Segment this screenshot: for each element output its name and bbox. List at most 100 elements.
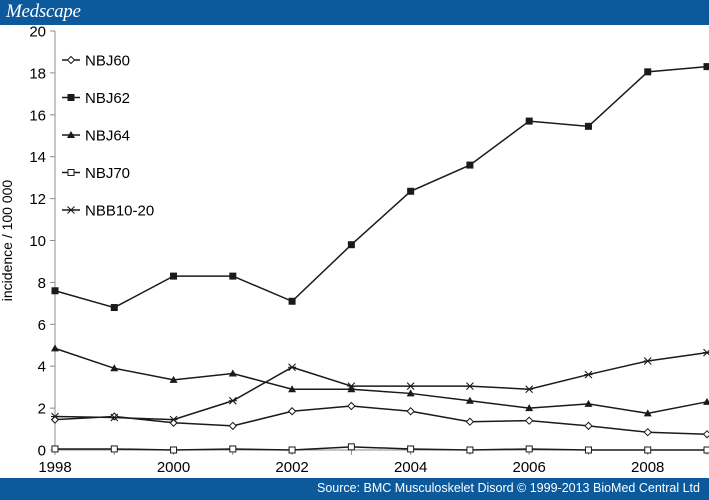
data-point-nbb10-20 [703, 348, 709, 357]
x-tick-label: 2008 [631, 459, 664, 476]
line-chart: 0 2 4 6 8 10 12 14 16 18 20 1998 2000 2002 2004 2006 200… [0, 25, 709, 476]
data-point-nbj64 [525, 404, 534, 412]
y-tick-label: 16 [29, 107, 46, 124]
series-line-nbj62 [54, 65, 708, 309]
data-point-nbb10-20 [51, 412, 59, 421]
footer-bar: Source: BMC Musculoskelet Disord © 1999-… [0, 478, 709, 500]
y-tick-label: 20 [29, 25, 46, 41]
data-point-nbj60 [584, 421, 593, 431]
series-line-nbj64 [54, 347, 708, 415]
data-point-nbj70 [347, 443, 355, 451]
legend-item-nbj64: NBJ64 [62, 128, 130, 145]
data-point-nbj62 [51, 287, 59, 295]
data-point-nbj60 [228, 421, 238, 431]
data-point-nbj62 [347, 241, 355, 249]
data-point-nbj70 [407, 445, 415, 453]
legend-item-nbb10-20: NBB10-20 [62, 203, 154, 220]
series-line-nbj70 [55, 446, 707, 451]
data-point-nbj64 [51, 344, 59, 352]
data-point-nbj70 [584, 446, 592, 454]
data-point-nbj70 [703, 446, 709, 454]
data-point-nbj64 [465, 396, 474, 404]
data-point-nbj70 [170, 446, 178, 454]
legend-marker [67, 206, 75, 214]
y-tick-label: 2 [38, 401, 46, 418]
y-tick-label: 4 [38, 359, 46, 376]
legend-marker [66, 55, 76, 65]
data-point-nbj62 [170, 272, 178, 280]
y-tick-label: 8 [38, 275, 46, 292]
y-tick-label: 0 [38, 443, 46, 460]
data-point-nbj60 [524, 416, 534, 425]
data-point-nbj60 [287, 407, 297, 416]
data-point-nbj62 [466, 161, 474, 169]
y-tick-label: 10 [29, 233, 46, 250]
legend-item-nbj62: NBJ62 [62, 90, 130, 107]
data-point-nbj62 [703, 63, 709, 71]
data-point-nbj60 [643, 427, 652, 437]
series-line-nbb10-20 [54, 351, 708, 421]
data-point-nbj70 [288, 446, 296, 454]
data-point-nbj64 [288, 385, 297, 393]
legend-label: NBJ70 [85, 165, 130, 182]
data-point-nbj70 [644, 446, 652, 454]
y-tick-label: 12 [29, 191, 46, 208]
data-point-nbj64 [347, 385, 356, 393]
data-point-nbj62 [288, 297, 296, 305]
source-credit: Source: BMC Musculoskelet Disord © 1999-… [316, 481, 700, 495]
data-point-nbj62 [110, 304, 118, 312]
y-tick-label: 14 [29, 149, 46, 166]
data-point-nbj70 [466, 446, 474, 454]
data-point-nbj60 [465, 417, 475, 426]
medscape-logo: Medscape [6, 1, 81, 22]
legend-marker [67, 94, 75, 101]
x-tick-label: 2004 [394, 459, 427, 476]
data-point-nbj62 [525, 117, 533, 125]
data-point-nbj64 [643, 409, 652, 417]
header-bar: Medscape [0, 0, 709, 25]
data-point-nbb10-20 [169, 415, 178, 424]
data-point-nbj60 [406, 407, 415, 416]
legend: NBJ60 NBJ62 NBJ64 NBJ70 NBB10-20 [62, 53, 154, 220]
y-tick-label: 6 [38, 317, 46, 334]
series-nbj70 [51, 443, 709, 454]
series-line-nbj60 [54, 405, 708, 436]
x-tick-label: 1998 [38, 459, 71, 476]
data-point-nbj60 [347, 401, 356, 411]
data-point-nbj70 [51, 445, 59, 453]
data-point-nbj64 [406, 389, 415, 397]
data-point-nbb10-20 [406, 382, 415, 390]
x-tick-label: 2000 [157, 459, 190, 476]
legend-item-nbj70: NBJ70 [62, 165, 130, 182]
x-tick-label: 2006 [512, 459, 545, 476]
legend-label: NBJ64 [85, 128, 130, 145]
data-point-nbj70 [110, 445, 118, 453]
y-tick-label: 18 [29, 65, 46, 82]
series-nbb10-20 [51, 348, 709, 424]
data-point-nbj64 [228, 369, 237, 377]
series-nbj60 [50, 401, 709, 439]
data-point-nbj60 [110, 412, 119, 421]
data-point-nbb10-20 [465, 382, 474, 390]
legend-item-nbj60: NBJ60 [62, 53, 130, 70]
data-point-nbj64 [169, 375, 178, 383]
series-nbj64 [51, 344, 709, 417]
y-axis-title: incidence / 100 000 [0, 180, 15, 302]
data-point-nbb10-20 [288, 363, 297, 372]
data-point-nbj62 [407, 187, 415, 195]
legend-marker [67, 131, 75, 138]
data-point-nbb10-20 [584, 370, 593, 379]
data-point-nbj60 [702, 430, 709, 439]
data-point-nbb10-20 [643, 357, 652, 365]
data-point-nbj62 [644, 68, 652, 76]
data-point-nbj70 [229, 445, 237, 453]
data-point-nbj64 [110, 364, 119, 372]
data-point-nbj62 [584, 122, 592, 130]
data-point-nbb10-20 [228, 396, 237, 405]
x-tick-label: 2002 [275, 459, 308, 476]
data-point-nbb10-20 [347, 382, 356, 390]
legend-label: NBJ60 [85, 53, 130, 70]
legend-label: NBJ62 [85, 90, 130, 107]
data-point-nbb10-20 [525, 385, 534, 394]
data-point-nbj62 [229, 272, 237, 280]
